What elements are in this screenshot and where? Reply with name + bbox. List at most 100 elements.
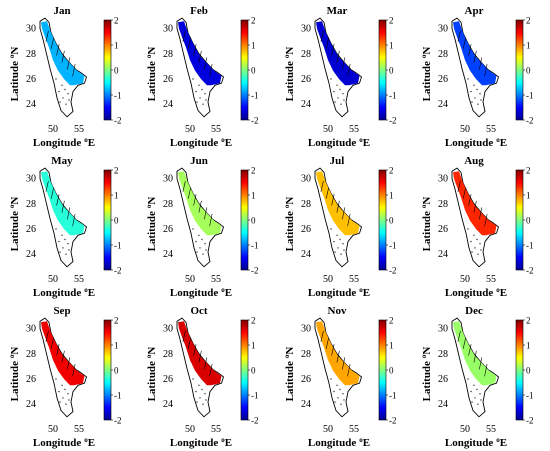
x-axis-label: Longitude oE [445,136,507,149]
colorbar-tick-label: 1 [251,191,256,201]
contour-line [187,187,191,199]
station-dot [476,388,478,391]
colorbar-tick-label: 2 [114,166,119,176]
y-tick-label: 24 [163,249,173,260]
y-axis-label: Latitude oN [145,347,158,402]
station-dot [471,101,473,103]
gulf-anomaly-fill [316,321,360,386]
x-axis-label-degree: o [221,436,225,444]
colorbar-tick-label: 2 [389,316,394,326]
station-dot [55,378,57,380]
x-axis-label-text: Longitude [170,137,218,149]
y-tick-label: 30 [301,24,311,35]
contour-line [72,363,76,377]
station-dot [62,247,64,249]
contour-line [479,207,483,220]
x-axis-label-unit: E [500,287,507,299]
colorbar-tick-label: 0 [251,66,256,76]
station-dot [477,403,479,405]
station-dot [62,397,64,399]
x-axis-label-unit: E [225,137,232,149]
contour-line [72,63,76,77]
station-dot [59,101,61,103]
contour-line [336,50,340,63]
colorbar-tick-label: 1 [526,191,531,201]
y-axis-label: Latitude oN [283,347,296,402]
x-tick-label: 50 [323,424,333,435]
colorbar-tick-label: 0 [251,366,256,376]
contour-line [56,44,60,56]
y-tick-label: 24 [438,99,448,110]
x-axis-label-degree: o [359,136,363,144]
y-tick-label: 30 [438,24,448,35]
station-dot [339,388,341,391]
station-dot [342,243,344,245]
contour-line [462,187,466,199]
x-axis-label-unit: E [88,137,95,149]
coastline [39,17,88,118]
contour-line [331,344,335,356]
y-tick-label: 26 [301,74,311,85]
station-dot [199,97,201,99]
station-dot [467,78,469,80]
station-dot [61,384,63,386]
x-axis-label: Longitude oE [170,436,232,449]
y-axis-label-degree: o [145,54,153,58]
colorbar-tick-label: 0 [526,216,531,226]
y-tick-label: 28 [163,49,173,60]
station-dot [202,103,204,105]
colorbar [240,169,249,271]
colorbar [103,19,112,121]
contour-line [342,207,346,220]
colorbar-tick-label: 2 [526,166,531,176]
x-axis-label: Longitude oE [33,286,95,299]
contour-line [462,37,466,49]
gulf-anomaly-fill [178,321,222,386]
panel-title: Oct [190,305,207,317]
station-dot [192,228,194,230]
y-axis-label-degree: o [420,354,428,358]
gulf-anomaly-fill [316,21,360,86]
station-dot [336,84,338,87]
colorbar-tick-label: 2 [526,316,531,326]
contour-line [56,194,60,206]
x-axis-label: Longitude oE [308,136,370,149]
y-axis-label-unit: N [9,347,21,355]
y-axis-label: Latitude oN [283,197,296,252]
y-axis-label-unit: N [9,197,21,205]
x-axis-label-unit: E [500,437,507,449]
colorbar-tick-label: 2 [389,16,394,26]
colorbar-tick-label: -2 [389,116,397,126]
station-dot [333,90,335,93]
x-axis-label-text: Longitude [170,287,218,299]
station-dot [196,401,198,403]
station-dot [480,249,482,251]
y-tick-label: 28 [438,199,448,210]
x-axis-label-text: Longitude [33,437,81,449]
colorbar-tick-label: 1 [526,341,531,351]
x-axis-label-degree: o [359,286,363,294]
station-dot [205,399,207,401]
y-tick-label: 30 [163,174,173,185]
colorbar [515,19,524,121]
station-dot [58,90,60,93]
station-dot [343,399,345,401]
contour-line [61,200,65,213]
contour-line [72,213,76,227]
station-dot [333,390,335,393]
y-axis-label-text: Latitude [9,361,21,401]
y-axis-label-degree: o [8,54,16,58]
x-tick-label: 55 [211,274,221,285]
colorbar-tick-label: 2 [526,16,531,26]
contour-line [342,57,346,70]
colorbar [515,169,524,271]
x-axis-label-degree: o [221,286,225,294]
x-tick-label: 50 [460,124,470,135]
y-tick-label: 30 [438,324,448,335]
